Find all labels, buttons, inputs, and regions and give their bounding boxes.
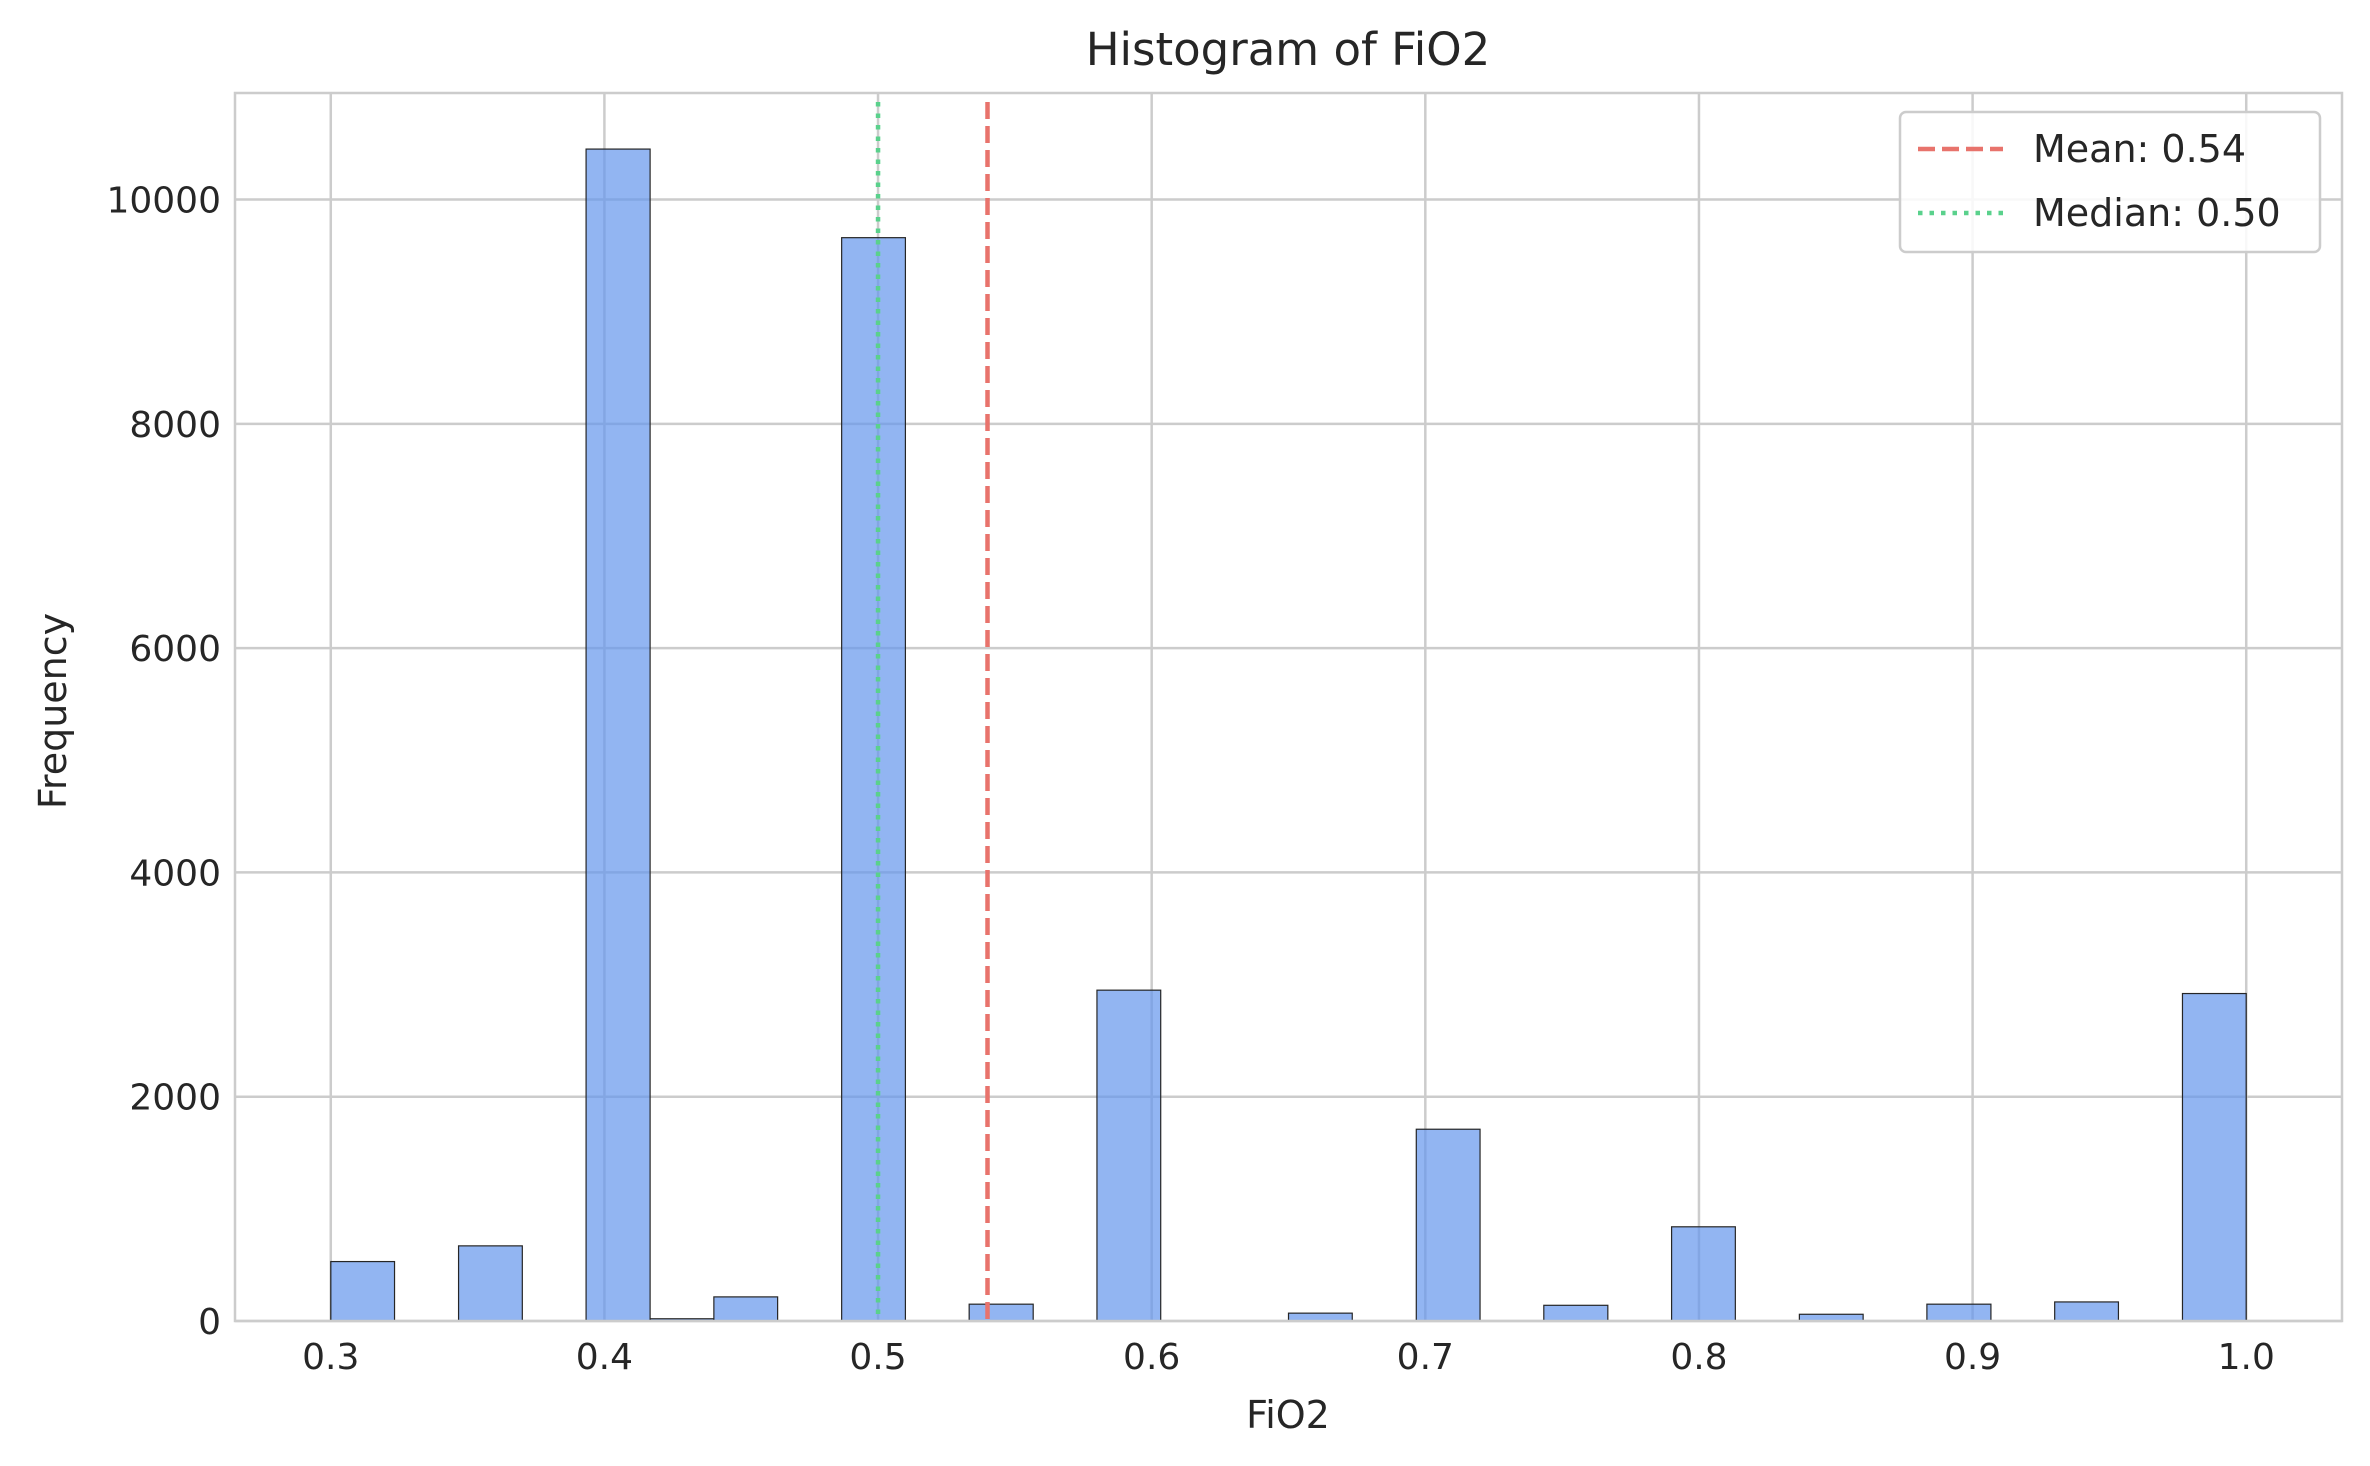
legend: Mean: 0.54 Median: 0.50	[1898, 110, 2322, 254]
x-tick-label: 0.5	[849, 1337, 906, 1378]
x-tick-label: 0.8	[1670, 1337, 1727, 1378]
histogram-bar	[1670, 1226, 1736, 1322]
x-tick-label: 0.6	[1123, 1337, 1180, 1378]
y-axis-label: Frequency	[31, 613, 75, 809]
histogram-bar	[841, 237, 907, 1322]
x-tick-label: 0.9	[1944, 1337, 2001, 1378]
legend-label: Median: 0.50	[2033, 191, 2281, 235]
histogram-bar	[2054, 1301, 2120, 1322]
legend-box	[1898, 110, 2322, 254]
histogram-bar	[585, 148, 651, 1322]
histogram-bar	[1096, 989, 1162, 1322]
x-tick-label: 0.3	[302, 1337, 359, 1378]
histogram-bar	[457, 1245, 523, 1322]
histogram-bar	[1543, 1304, 1609, 1322]
x-axis-label: FiO2	[1246, 1393, 1330, 1437]
plot-frame	[233, 91, 2344, 1323]
x-tick-label: 0.4	[576, 1337, 633, 1378]
chart-title: Histogram of FiO2	[1086, 23, 1491, 76]
histogram-bar	[1926, 1303, 1992, 1322]
y-tick-label: 8000	[129, 405, 221, 446]
y-tick-label: 0	[198, 1302, 221, 1343]
histogram-bar	[713, 1296, 779, 1322]
tick-labels: 0.3 0.4 0.5 0.6 0.7 0.8 0.9 1.0 0 2000 4000 6000 800…	[106, 181, 2274, 1378]
histogram-bars	[330, 148, 2247, 1322]
y-tick-label: 10000	[106, 181, 221, 222]
histogram-bar	[330, 1260, 396, 1322]
grid-lines	[235, 93, 2342, 1323]
reference-lines	[875, 101, 990, 1321]
histogram-bar	[968, 1303, 1034, 1322]
x-tick-label: 0.7	[1397, 1337, 1454, 1378]
legend-label: Mean: 0.54	[2033, 127, 2246, 171]
y-tick-label: 2000	[129, 1078, 221, 1119]
histogram-bar	[1415, 1128, 1481, 1322]
x-tick-label: 1.0	[2218, 1337, 2275, 1378]
y-tick-label: 6000	[129, 629, 221, 670]
histogram-bar	[2181, 992, 2247, 1322]
y-tick-label: 4000	[129, 853, 221, 894]
